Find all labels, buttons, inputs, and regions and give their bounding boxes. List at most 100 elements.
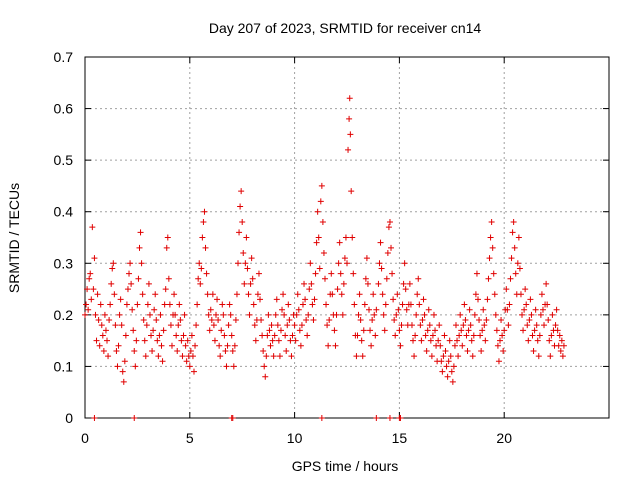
labels: Day 207 of 2023, SRMTID for receiver cn1…	[6, 20, 481, 474]
data-point	[189, 353, 196, 360]
data-point	[225, 322, 232, 329]
data-point	[282, 332, 289, 339]
data-point	[436, 322, 443, 329]
data-point	[164, 234, 171, 241]
data-point	[171, 291, 178, 298]
data-point	[401, 260, 408, 267]
data-point	[179, 353, 186, 360]
data-point	[306, 286, 313, 293]
data-point	[173, 332, 180, 339]
data-point	[332, 342, 339, 349]
data-point	[386, 219, 393, 226]
data-point	[319, 219, 326, 226]
data-point	[210, 322, 217, 329]
data-point	[220, 311, 227, 318]
data-point	[363, 255, 370, 262]
data-point	[388, 244, 395, 251]
data-point	[389, 270, 396, 277]
data-point	[97, 301, 104, 308]
data-point	[121, 358, 128, 365]
data-point	[452, 322, 459, 329]
data-point	[135, 275, 142, 282]
data-point	[408, 322, 415, 329]
y-tick-label: 0.2	[54, 307, 74, 323]
data-point	[442, 347, 449, 354]
data-point	[427, 337, 434, 344]
data-point	[449, 378, 456, 385]
data-point	[371, 311, 378, 318]
data-point	[494, 342, 501, 349]
data-point	[347, 131, 354, 138]
data-point	[400, 280, 407, 287]
y-tick-label: 0.5	[54, 152, 74, 168]
data-point	[501, 327, 508, 334]
data-point	[443, 363, 450, 370]
data-point	[158, 342, 165, 349]
data-point	[425, 306, 432, 313]
data-point	[102, 327, 109, 334]
data-point	[294, 291, 301, 298]
data-point	[441, 332, 448, 339]
data-point	[458, 327, 465, 334]
data-point	[128, 280, 135, 287]
data-point	[340, 280, 347, 287]
data-point	[516, 265, 523, 272]
data-point	[183, 358, 190, 365]
data-point	[90, 286, 97, 293]
data-point	[546, 337, 553, 344]
data-point	[345, 146, 352, 153]
data-point	[541, 322, 548, 329]
data-point	[184, 337, 191, 344]
data-point	[531, 327, 538, 334]
data-point	[477, 332, 484, 339]
data-point	[428, 353, 435, 360]
data-point	[334, 286, 341, 293]
data-point	[538, 291, 545, 298]
data-point	[466, 306, 473, 313]
data-point	[432, 327, 439, 334]
data-point	[426, 322, 433, 329]
data-point	[331, 327, 338, 334]
data-point	[307, 260, 314, 267]
data-point	[298, 322, 305, 329]
data-point	[162, 286, 169, 293]
data-point	[341, 255, 348, 262]
data-point	[323, 301, 330, 308]
data-point	[297, 342, 304, 349]
y-tick-label: 0	[65, 410, 73, 426]
data-point	[478, 347, 485, 354]
data-point	[251, 322, 258, 329]
data-point	[462, 317, 469, 324]
data-point	[315, 234, 322, 241]
data-point	[421, 311, 428, 318]
data-point	[116, 311, 123, 318]
x-tick-label: 20	[496, 430, 512, 446]
data-point	[299, 301, 306, 308]
data-point	[528, 311, 535, 318]
data-point	[480, 306, 487, 313]
data-point	[181, 311, 188, 318]
data-point	[139, 291, 146, 298]
data-point	[416, 301, 423, 308]
data-point	[91, 415, 98, 421]
y-tick-label: 0.4	[54, 204, 74, 220]
data-point	[221, 332, 228, 339]
data-point	[123, 301, 130, 308]
data-point	[224, 342, 231, 349]
data-point	[120, 378, 127, 385]
data-point	[89, 224, 96, 231]
data-point	[397, 415, 404, 421]
data-point	[394, 291, 401, 298]
data-point	[249, 275, 256, 282]
data-point	[214, 296, 221, 303]
data-point	[356, 291, 363, 298]
data-point	[326, 317, 333, 324]
data-point	[239, 219, 246, 226]
data-point	[197, 280, 204, 287]
data-point	[514, 260, 521, 267]
data-point	[247, 280, 254, 287]
data-point	[263, 353, 270, 360]
data-point	[168, 342, 175, 349]
data-point	[182, 342, 189, 349]
data-point	[106, 317, 113, 324]
